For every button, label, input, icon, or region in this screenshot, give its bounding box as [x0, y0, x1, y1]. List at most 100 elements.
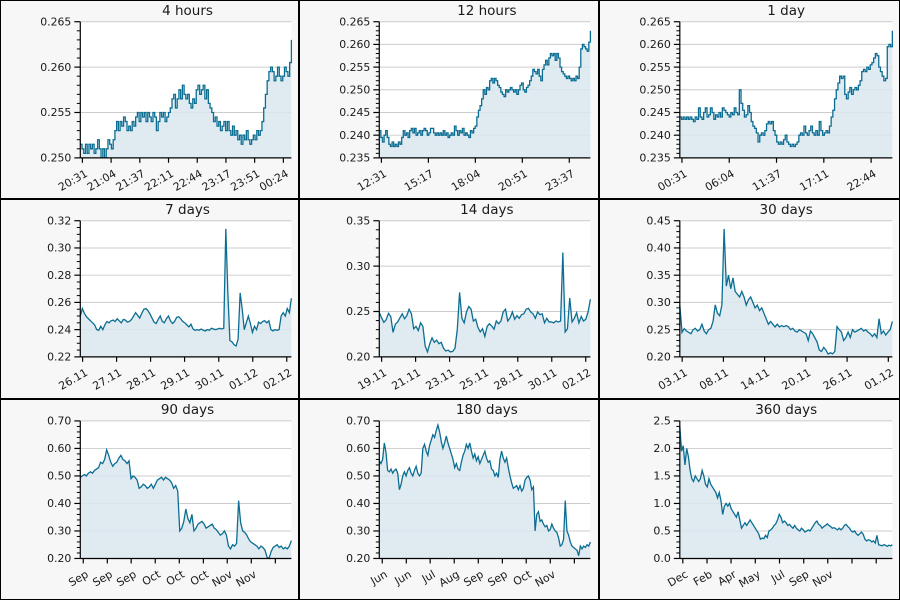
svg-text:01.12: 01.12	[227, 366, 261, 393]
svg-text:0.60: 0.60	[47, 442, 71, 455]
svg-text:Aug: Aug	[437, 567, 462, 589]
svg-text:May: May	[736, 567, 763, 590]
svg-text:0.25: 0.25	[346, 306, 370, 319]
svg-text:0.250: 0.250	[639, 84, 670, 97]
svg-text:21.11: 21.11	[390, 366, 424, 393]
svg-text:0.28: 0.28	[47, 269, 71, 282]
svg-text:0.40: 0.40	[346, 497, 370, 510]
chart-cell-12-hours: 12 hours 0.235 0.240 0.245 0.250 0.255 0.260 0…	[300, 1, 600, 201]
svg-text:0.255: 0.255	[40, 106, 71, 119]
svg-text:0.255: 0.255	[340, 61, 371, 74]
svg-text:Jul: Jul	[419, 567, 438, 585]
svg-text:0.235: 0.235	[639, 152, 670, 165]
svg-text:0.20: 0.20	[646, 351, 670, 364]
svg-text:2.5: 2.5	[653, 414, 670, 427]
svg-text:Feb: Feb	[691, 567, 714, 588]
svg-text:21:37: 21:37	[114, 167, 148, 194]
svg-text:Dec: Dec	[665, 567, 690, 589]
chart-title-30-days: 30 days	[759, 202, 813, 219]
svg-text:0.40: 0.40	[47, 497, 71, 510]
svg-text:2.0: 2.0	[653, 442, 670, 455]
chart-title-12-hours: 12 hours	[457, 3, 517, 19]
svg-text:11:37: 11:37	[750, 167, 784, 194]
chart-title-180-days: 180 days	[455, 401, 518, 418]
svg-text:Sep: Sep	[114, 567, 138, 589]
svg-text:Jul: Jul	[768, 567, 787, 585]
chart-cell-7-days: 7 days 0.22 0.24 0.26 0.28 0.30 0.32 26.11 27.1…	[1, 200, 301, 400]
svg-text:28.11: 28.11	[125, 366, 159, 393]
svg-text:0.240: 0.240	[340, 129, 371, 142]
svg-text:18:04: 18:04	[449, 167, 483, 194]
chart-title-7-days: 7 days	[165, 202, 210, 219]
svg-text:Sep: Sep	[486, 567, 510, 589]
svg-text:Oct: Oct	[511, 567, 534, 588]
svg-text:30.11: 30.11	[193, 366, 227, 393]
svg-text:23:51: 23:51	[228, 167, 262, 194]
svg-text:03.11: 03.11	[656, 366, 690, 393]
svg-text:0.0: 0.0	[653, 552, 670, 565]
chart-plot-12-hours: 0.235 0.240 0.245 0.250 0.255 0.260 0.265 12:31…	[340, 15, 592, 194]
svg-text:0.32: 0.32	[47, 215, 71, 228]
svg-text:15:17: 15:17	[402, 167, 436, 194]
svg-text:Jun: Jun	[368, 567, 390, 587]
svg-text:0.22: 0.22	[47, 351, 71, 364]
svg-text:Nov: Nov	[533, 567, 558, 589]
chart-title-90-days: 90 days	[160, 401, 215, 418]
svg-text:Sep: Sep	[786, 567, 810, 589]
svg-text:02.12: 02.12	[560, 366, 594, 393]
chart-plot-4-hours: 0.250 0.255 0.260 0.265 20:3121:0421:3722:11…	[40, 15, 293, 194]
chart-title-360-days: 360 days	[755, 401, 818, 418]
svg-text:0.20: 0.20	[346, 351, 370, 364]
svg-text:0.30: 0.30	[346, 260, 370, 273]
svg-text:1.5: 1.5	[653, 469, 670, 482]
svg-text:Apr: Apr	[715, 567, 738, 588]
svg-text:14.11: 14.11	[738, 366, 772, 393]
svg-text:0.255: 0.255	[639, 61, 670, 74]
svg-text:06:04: 06:04	[702, 167, 736, 194]
svg-text:26.11: 26.11	[821, 366, 855, 393]
svg-text:0.50: 0.50	[346, 469, 370, 482]
svg-text:Sep: Sep	[90, 567, 114, 589]
svg-text:08.11: 08.11	[697, 366, 731, 393]
svg-text:1.0: 1.0	[653, 497, 670, 510]
svg-text:0.24: 0.24	[47, 324, 71, 337]
svg-text:01.12: 01.12	[862, 366, 896, 393]
svg-text:23:17: 23:17	[200, 167, 234, 194]
svg-text:22:44: 22:44	[844, 167, 878, 194]
chart-cell-30-days: 30 days 0.20 0.25 0.30 0.35 0.40 0.45 03.11 08.…	[599, 200, 899, 400]
chart-title-4-hours: 4 hours	[162, 3, 213, 19]
chart-title-14-days: 14 days	[460, 202, 514, 219]
svg-text:0.60: 0.60	[346, 442, 370, 455]
chart-plot-7-days: 0.22 0.24 0.26 0.28 0.30 0.32 26.11 27.11 28.11 2…	[47, 215, 294, 393]
svg-text:0.235: 0.235	[340, 152, 371, 165]
chart-plot-1-day: 0.235 0.240 0.245 0.250 0.255 0.260 0.265 00:31…	[639, 16, 893, 194]
svg-text:0.70: 0.70	[47, 414, 71, 427]
svg-text:0.35: 0.35	[346, 215, 370, 228]
chart-cell-4-hours: 4 hours 0.250 0.255 0.260 0.265 20:31 21:04 21…	[1, 1, 301, 201]
svg-text:0.20: 0.20	[47, 552, 71, 565]
svg-text:0.30: 0.30	[47, 524, 71, 537]
svg-text:Sep: Sep	[66, 567, 90, 589]
svg-text:0.30: 0.30	[346, 524, 370, 537]
svg-text:Oct: Oct	[188, 567, 211, 588]
svg-text:22:11: 22:11	[142, 167, 176, 194]
svg-text:0.40: 0.40	[646, 242, 670, 255]
svg-text:17:11: 17:11	[797, 167, 831, 194]
svg-text:0.265: 0.265	[639, 16, 670, 29]
chart-title-1-day: 1 day	[767, 3, 806, 19]
svg-text:29.11: 29.11	[159, 366, 193, 393]
svg-text:0.20: 0.20	[346, 552, 370, 565]
chart-plot-30-days: 0.20 0.25 0.30 0.35 0.40 0.45 03.11 08.11 14.11 2…	[646, 215, 896, 393]
svg-text:20.11: 20.11	[779, 366, 813, 393]
svg-text:Oct: Oct	[140, 567, 163, 588]
svg-text:0.265: 0.265	[340, 15, 371, 28]
svg-text:0.45: 0.45	[646, 215, 670, 228]
svg-text:25.11: 25.11	[458, 366, 492, 393]
svg-text:20:31: 20:31	[56, 167, 90, 194]
svg-text:0.260: 0.260	[40, 61, 71, 74]
svg-text:12:31: 12:31	[355, 167, 389, 194]
svg-text:0.250: 0.250	[340, 84, 371, 97]
chart-cell-1-day: 1 day 0.235 0.240 0.245 0.250 0.255 0.260 0.26…	[599, 1, 899, 201]
